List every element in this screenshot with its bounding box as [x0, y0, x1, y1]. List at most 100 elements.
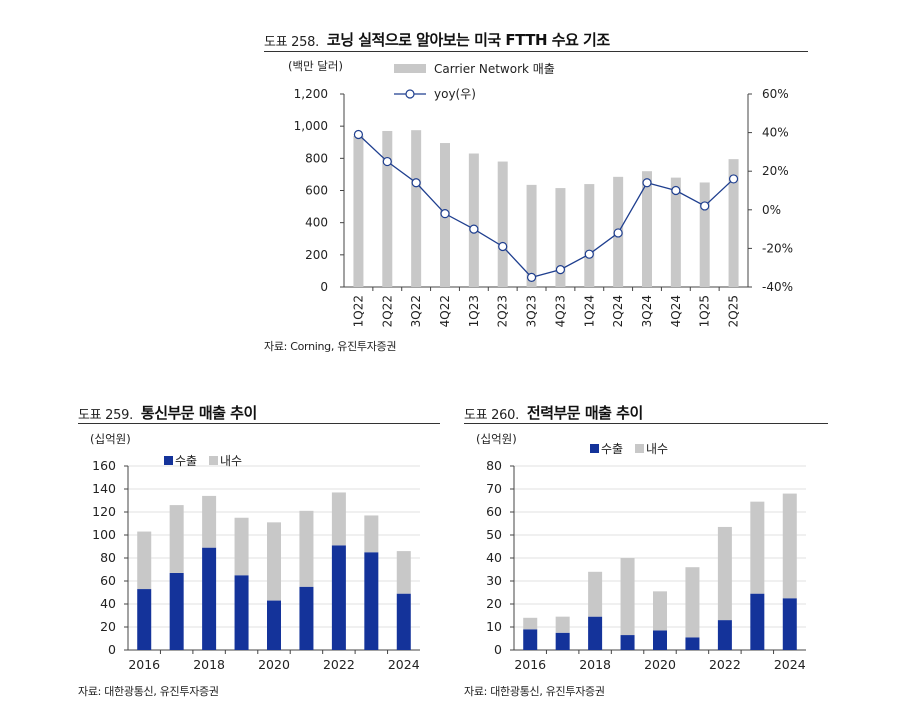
bar-domestic: [523, 617, 538, 630]
yoy-point: [700, 201, 710, 211]
x-tick-label: 4Q24: [669, 295, 683, 327]
x-tick-label: 2018: [193, 657, 225, 672]
legend-label-export: 수출: [601, 442, 623, 456]
bar-carrier-network: [411, 130, 422, 287]
y-tick-label-right: 60%: [762, 87, 789, 101]
x-tick-label: 2022: [709, 657, 741, 672]
x-tick-label: 2022: [323, 657, 355, 672]
bar-domestic: [396, 551, 411, 594]
bar-export: [364, 552, 379, 650]
yoy-point: [382, 156, 392, 167]
x-tick-label: 2Q25: [727, 295, 741, 327]
bar-export: [137, 589, 152, 650]
bar-export: [331, 545, 346, 650]
bar-export: [267, 600, 281, 650]
bar-domestic: [202, 495, 217, 548]
figure-258-header: 도표 258. 코닝 실적으로 알아보는 미국 FTTH 수요 기조: [264, 24, 610, 50]
yoy-point: [728, 174, 739, 184]
legend-swatch-bar: [394, 64, 426, 73]
bar-domestic: [267, 522, 281, 601]
bar-export: [782, 598, 797, 650]
bar-carrier-network: [584, 184, 595, 287]
x-tick-label: 2Q23: [496, 295, 510, 327]
bar-export: [750, 593, 765, 650]
unit-label: (십억원): [90, 432, 131, 446]
bar-domestic: [331, 492, 346, 546]
y-tick-label-left: 0: [320, 280, 328, 294]
bar-carrier-network: [728, 159, 739, 287]
y-tick-label-left: 200: [305, 248, 328, 262]
x-tick-label: 3Q22: [409, 295, 423, 327]
y-tick-label-left: 1,000: [294, 119, 328, 133]
y-tick-label-left: 1,200: [294, 87, 328, 101]
bar-export: [523, 629, 538, 650]
y-tick-label: 120: [92, 504, 116, 519]
x-tick-label: 2020: [258, 657, 290, 672]
bar-domestic: [653, 591, 667, 631]
yoy-line: [357, 134, 735, 279]
y-tick-label-left: 800: [305, 151, 328, 165]
y-tick-label: 80: [100, 550, 116, 565]
bar-export: [299, 586, 314, 650]
y-tick-label-right: -20%: [762, 241, 793, 255]
y-tick-label: 20: [486, 596, 502, 611]
y-tick-label: 70: [486, 481, 502, 496]
legend-label-bar: Carrier Network 매출: [434, 62, 555, 76]
bar-domestic: [137, 531, 152, 590]
bar-carrier-network: [670, 177, 681, 287]
bar-export: [685, 637, 700, 650]
unit-label: (십억원): [476, 432, 517, 446]
legend-label-domestic: 내수: [646, 442, 668, 456]
bar-domestic: [169, 505, 184, 573]
legend-swatch-export: [590, 444, 599, 453]
y-tick-label-left: 600: [305, 184, 328, 198]
y-tick-label: 100: [92, 527, 116, 542]
y-tick-label: 140: [92, 481, 116, 496]
bar-domestic: [299, 510, 314, 587]
bar-domestic: [685, 567, 700, 638]
legend-label-export: 수출: [175, 454, 197, 468]
y-tick-label: 0: [494, 642, 502, 657]
x-tick-label: 1Q22: [351, 295, 365, 327]
bar-domestic: [555, 616, 570, 633]
y-tick-label-right: -40%: [762, 280, 793, 294]
yoy-point: [642, 178, 652, 188]
figure-259-header: 도표 259. 통신부문 매출 추이: [78, 397, 257, 423]
x-tick-label: 4Q23: [553, 295, 567, 327]
yoy-point: [555, 265, 566, 275]
y-tick-label: 50: [486, 527, 502, 542]
y-tick-label: 40: [100, 596, 116, 611]
bar-export: [717, 620, 732, 650]
y-tick-label: 60: [486, 504, 502, 519]
y-tick-label: 160: [92, 458, 116, 473]
y-tick-label: 20: [100, 619, 116, 634]
bar-export: [234, 575, 249, 650]
y-tick-label: 10: [486, 619, 502, 634]
yoy-point: [411, 178, 421, 188]
legend-swatch-domestic: [209, 456, 218, 465]
x-tick-label: 2Q22: [380, 295, 394, 327]
bar-domestic: [364, 515, 379, 553]
x-tick-label: 2016: [514, 657, 546, 672]
x-tick-label: 4Q22: [438, 295, 452, 327]
x-tick-label: 2016: [128, 657, 160, 672]
x-tick-label: 2018: [579, 657, 611, 672]
x-tick-label: 2024: [388, 657, 420, 672]
yoy-point: [353, 129, 364, 140]
stacked-chart-telecom: (십억원) 0 20 40 60 80 100 120 140 160 2016 2018 2020 20…: [90, 432, 420, 672]
bar-carrier-network: [555, 188, 566, 287]
bar-export: [588, 616, 603, 650]
y-tick-label: 40: [486, 550, 502, 565]
bar-carrier-network: [468, 153, 479, 287]
figure-number: 도표 259.: [78, 408, 133, 423]
x-tick-label: 1Q24: [582, 295, 596, 327]
figure-number: 도표 260.: [464, 408, 519, 423]
bar-export: [653, 630, 667, 650]
yoy-point: [671, 185, 681, 196]
figure-title: 코닝 실적으로 알아보는 미국 FTTH 수요 기조: [326, 31, 610, 49]
x-tick-label: 2Q24: [611, 295, 625, 327]
bar-carrier-network: [642, 171, 652, 287]
yoy-point: [584, 249, 594, 259]
legend-marker-line: [405, 89, 415, 99]
bar-carrier-network: [382, 130, 393, 287]
